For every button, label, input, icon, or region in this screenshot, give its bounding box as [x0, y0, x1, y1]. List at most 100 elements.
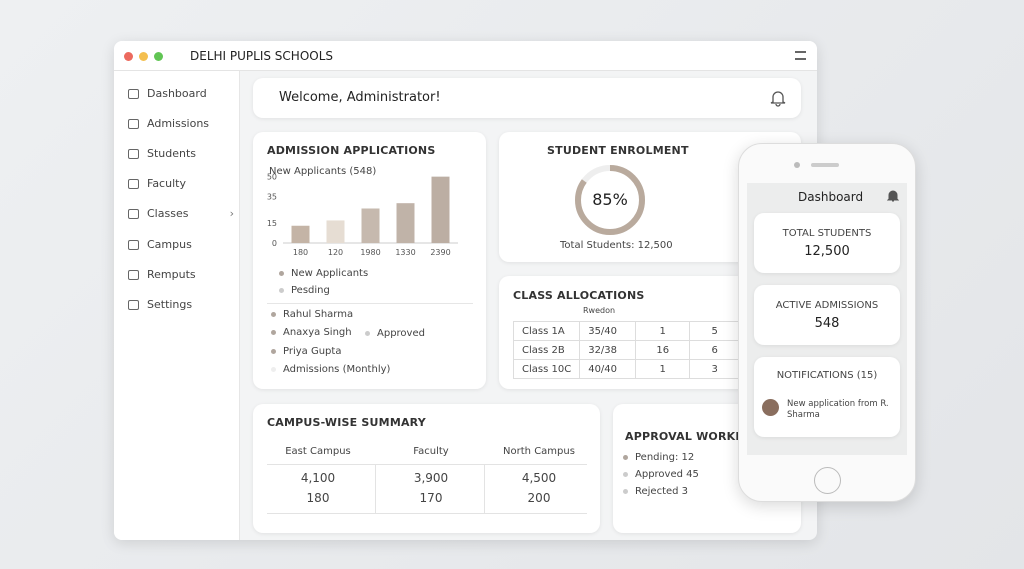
- nav-item[interactable]: Remputs: [128, 268, 196, 281]
- nav-item[interactable]: Dashboard: [128, 87, 207, 100]
- cell: 4,500: [521, 471, 557, 485]
- nav-icon: [128, 178, 139, 189]
- welcome-text: Welcome, Administrator!: [279, 90, 441, 105]
- window-title: DELHI PUPLIS SCHOOLS: [190, 49, 334, 63]
- chart-title: New Applicants (548): [269, 166, 376, 177]
- stat-label: TOTAL STUDENTS: [782, 228, 872, 239]
- cell: 6: [689, 340, 741, 360]
- nav-item[interactable]: Faculty: [128, 177, 186, 190]
- bar: [361, 208, 380, 243]
- nav-item[interactable]: Classes ›: [128, 207, 234, 220]
- cell: 180: [306, 491, 330, 505]
- bell-icon[interactable]: [887, 190, 899, 203]
- nav-icon: [128, 269, 139, 280]
- donut: 85%: [575, 165, 645, 235]
- cell: Class 1A: [512, 321, 581, 341]
- avatar: [762, 399, 779, 416]
- nav-item[interactable]: Settings: [128, 298, 192, 311]
- col-divider: [484, 464, 485, 513]
- applicant-name: Admissions (Monthly): [283, 364, 391, 375]
- bar-chart: New Applicants (548) 0 15 35 50 180 120 1980 13…: [267, 166, 458, 257]
- donut-label: 85%: [592, 190, 628, 209]
- admissions-card: ADMISSION APPLICATIONS New Applicants (5…: [253, 132, 486, 389]
- nav-icon: [128, 239, 139, 250]
- total-students: Total Students: 12,500: [560, 240, 673, 251]
- bell-icon[interactable]: [769, 89, 787, 107]
- stat-card: TOTAL STUDENTS 12,500: [754, 213, 900, 273]
- applicant: Priya Gupta: [271, 346, 341, 357]
- approval-item: Pending: 12: [623, 452, 694, 463]
- legend-label: Pesding: [291, 285, 330, 296]
- phone-title: Dashboard: [798, 190, 864, 204]
- nav-icon: [128, 148, 139, 159]
- applicant-name: Priya Gupta: [283, 346, 342, 357]
- status-label: Approved: [377, 328, 425, 339]
- donut-arc: [575, 165, 645, 235]
- stat-value: 12,500: [804, 244, 850, 259]
- legend-item: Pesding: [279, 285, 330, 296]
- nav-item[interactable]: Admissions: [128, 117, 209, 130]
- x-tick-label: 1330: [395, 248, 415, 257]
- stat-value: 548: [814, 316, 840, 331]
- cell: 170: [419, 491, 443, 505]
- nav-label: Campus: [147, 238, 192, 251]
- divider: [267, 303, 473, 304]
- cell: 5: [689, 321, 741, 341]
- maximize-dot[interactable]: [154, 52, 163, 61]
- bar: [431, 176, 450, 243]
- y-tick-label: 15: [267, 219, 277, 228]
- sidebar: Dashboard Admissions Students Faculty Cl…: [114, 71, 240, 540]
- approval-label: Rejected 3: [635, 486, 689, 497]
- menu-icon[interactable]: [795, 51, 806, 60]
- applicant: Admissions (Monthly): [271, 364, 390, 375]
- y-tick-label: 0: [272, 239, 277, 248]
- title-bar: DELHI PUPLIS SCHOOLS: [114, 41, 817, 71]
- close-dot[interactable]: [124, 52, 133, 61]
- x-tick-label: 120: [328, 248, 343, 257]
- applicant-name: Rahul Sharma: [283, 309, 354, 320]
- y-tick-label: 50: [267, 173, 277, 182]
- cell: 40/40: [579, 359, 637, 379]
- camera: [794, 162, 800, 168]
- divider: [267, 513, 587, 514]
- applicant-name: Anaxya Singh: [283, 327, 352, 338]
- approval-item: Rejected 3: [623, 486, 688, 497]
- home-button[interactable]: [814, 467, 841, 494]
- x-tick-label: 2390: [430, 248, 450, 257]
- card-title: CLASS ALLOCATIONS: [513, 289, 645, 302]
- cell: 200: [527, 491, 551, 505]
- applicant: Rahul Sharma: [271, 309, 353, 320]
- phone-screen: Dashboard TOTAL STUDENTS 12,500 ACTIVE A…: [747, 183, 907, 455]
- cell: 35/40: [579, 321, 637, 341]
- stat-card: ACTIVE ADMISSIONS 548: [754, 285, 900, 345]
- approval-label: Approved 45: [635, 469, 699, 480]
- cell: 3,900: [413, 471, 449, 485]
- nav-item[interactable]: Students: [128, 147, 196, 160]
- column-header: Faculty: [413, 446, 449, 457]
- bar: [291, 225, 310, 243]
- column-header: Rwedon: [583, 306, 616, 315]
- nav-label: Classes: [147, 207, 189, 220]
- nav-icon: [128, 299, 139, 310]
- nav-label: Admissions: [147, 117, 210, 130]
- minimize-dot[interactable]: [139, 52, 148, 61]
- cell: 1: [635, 321, 691, 341]
- bar: [396, 203, 415, 243]
- cell: 32/38: [579, 340, 637, 360]
- card-title: STUDENT ENROLMENT: [547, 144, 689, 157]
- nav-label: Remputs: [147, 268, 196, 281]
- nav-label: Dashboard: [147, 87, 207, 100]
- nav-icon: [128, 118, 139, 129]
- cell: Class 10C: [512, 359, 581, 379]
- y-tick-label: 35: [267, 193, 277, 202]
- nav-icon: [128, 208, 139, 219]
- notifications-title: NOTIFICATIONS (15): [776, 370, 878, 381]
- nav-icon: [128, 88, 139, 99]
- cell: Class 2B: [512, 340, 581, 360]
- nav-item[interactable]: Campus: [128, 238, 192, 251]
- cell: 4,100: [300, 471, 336, 485]
- card-title: ADMISSION APPLICATIONS: [267, 144, 436, 157]
- legend-label: New Applicants: [291, 268, 369, 279]
- divider: [267, 464, 587, 465]
- status: Approved: [365, 328, 425, 339]
